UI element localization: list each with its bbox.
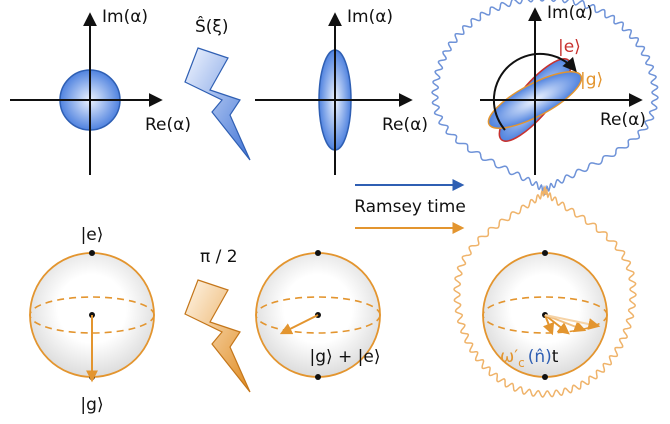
im-label: Im(α) xyxy=(547,3,593,23)
re-label: Re(α) xyxy=(600,110,646,130)
phase-space: Im(α) Re(α) xyxy=(255,7,428,175)
pole xyxy=(89,250,95,256)
pole xyxy=(315,374,321,380)
squeeze-label: Ŝ(ξ) xyxy=(195,15,229,37)
pole xyxy=(315,250,321,256)
bloch-sphere: ω′c(n̂)t xyxy=(483,250,607,380)
re-label: Re(α) xyxy=(382,115,428,135)
state-label-e: |e⟩ xyxy=(558,37,581,57)
ramsey-label: Ramsey time xyxy=(354,197,466,217)
state-label-g: |g⟩ xyxy=(580,70,603,90)
re-label: Re(α) xyxy=(145,115,191,135)
pole xyxy=(542,250,548,256)
pulse-label: π / 2 xyxy=(200,247,238,267)
omega: ω′ xyxy=(500,347,518,367)
precession-label: ω′c(n̂)t xyxy=(500,347,559,370)
im-label: Im(α) xyxy=(347,7,393,27)
phase-space: Im(α) Re(α) |e⟩ |g⟩ xyxy=(480,3,646,175)
pole xyxy=(542,374,548,380)
omega-sub: c xyxy=(518,356,525,370)
bloch-sphere: |e⟩ |g⟩ xyxy=(30,225,154,415)
superposition-label: |g⟩ + |e⟩ xyxy=(309,347,380,367)
bloch-sphere: |g⟩ + |e⟩ xyxy=(256,250,381,380)
top-label: |e⟩ xyxy=(81,225,104,245)
phase-space: Im(α) Re(α) xyxy=(10,7,191,175)
lightning xyxy=(185,280,250,392)
diagram: Im(α) Re(α) Ŝ(ξ) Im(α) Re(α) Im(α) Re(α)… xyxy=(0,0,670,424)
lightning xyxy=(185,48,250,160)
bottom-label: |g⟩ xyxy=(80,395,103,415)
im-label: Im(α) xyxy=(102,7,148,27)
axis: (n̂) xyxy=(528,347,552,367)
time: t xyxy=(552,347,559,367)
